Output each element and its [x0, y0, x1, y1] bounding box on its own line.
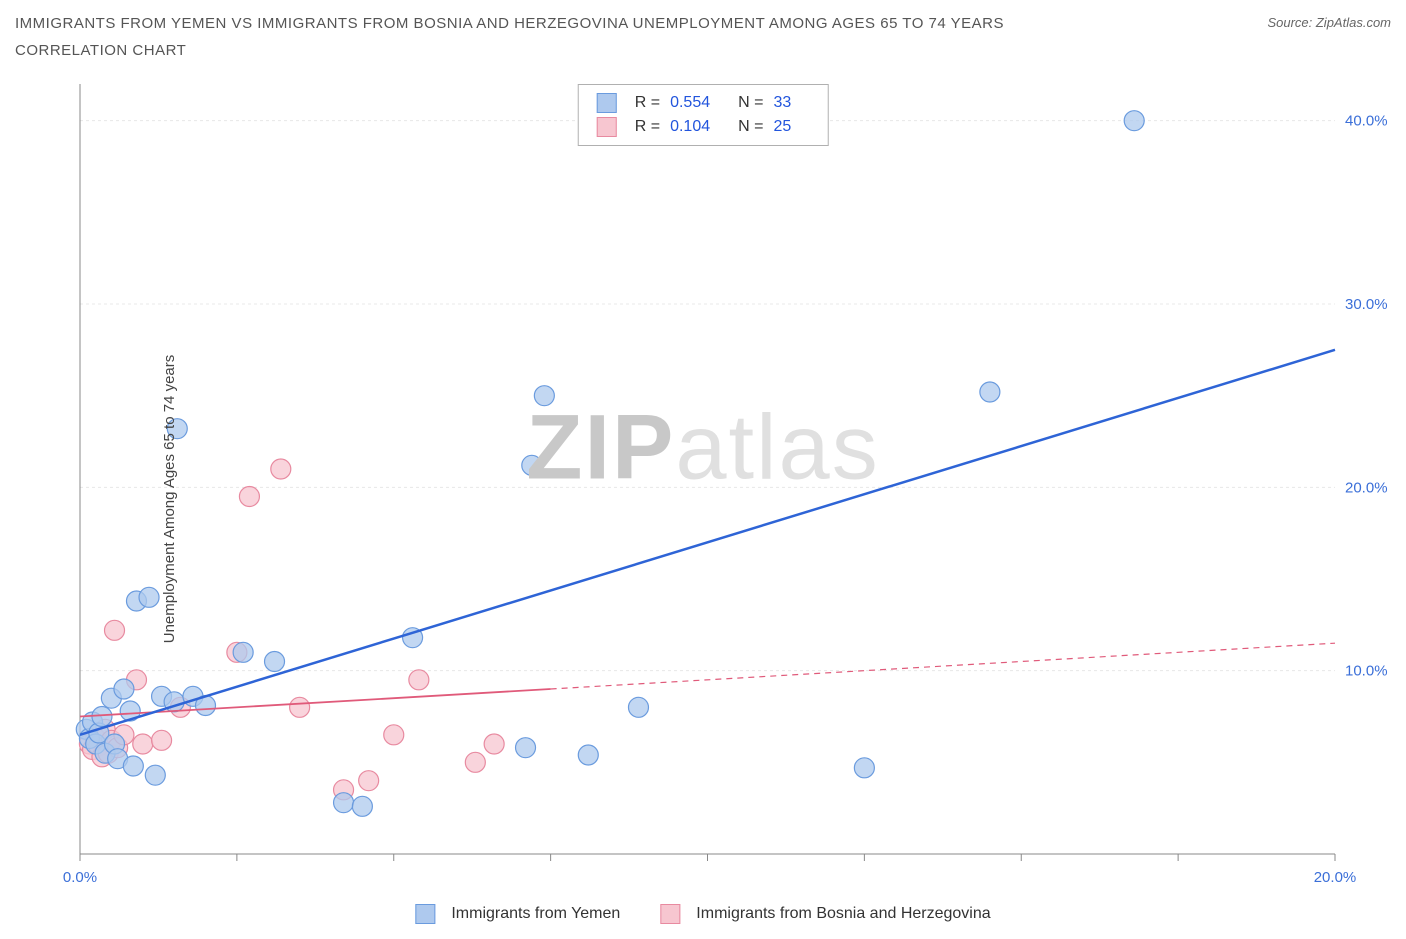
data-point — [334, 793, 354, 813]
data-point — [233, 642, 253, 662]
data-point — [409, 670, 429, 690]
svg-text:40.0%: 40.0% — [1345, 113, 1388, 130]
trend-line — [80, 350, 1335, 735]
data-point — [133, 734, 153, 754]
data-point — [522, 455, 542, 475]
swatch-yemen-bottom — [415, 904, 435, 924]
data-point — [105, 620, 125, 640]
swatch-bosnia — [597, 117, 617, 137]
data-point — [384, 725, 404, 745]
chart-title-line2: CORRELATION CHART — [15, 42, 1004, 59]
data-point — [265, 652, 285, 672]
legend-label-bosnia: Immigrants from Bosnia and Herzegovina — [696, 905, 990, 923]
svg-text:20.0%: 20.0% — [1314, 869, 1357, 886]
svg-text:30.0%: 30.0% — [1345, 296, 1388, 313]
legend-item-yemen: Immigrants from Yemen — [415, 904, 620, 924]
legend-item-bosnia: Immigrants from Bosnia and Herzegovina — [660, 904, 990, 924]
legend-row-yemen: R = 0.554 N = 33 — [597, 91, 810, 115]
trend-line-extrapolated — [551, 643, 1335, 689]
legend-label-yemen: Immigrants from Yemen — [451, 905, 620, 923]
n-value-yemen: 33 — [773, 94, 791, 112]
swatch-bosnia-bottom — [660, 904, 680, 924]
y-axis-label: Unemployment Among Ages 65 to 74 years — [161, 355, 178, 644]
data-point — [359, 771, 379, 791]
svg-text:10.0%: 10.0% — [1345, 663, 1388, 680]
svg-text:20.0%: 20.0% — [1345, 479, 1388, 496]
chart-header: IMMIGRANTS FROM YEMEN VS IMMIGRANTS FROM… — [15, 15, 1391, 69]
data-point — [114, 679, 134, 699]
r-value-yemen: 0.554 — [670, 94, 710, 112]
data-point — [152, 730, 172, 750]
scatter-plot: 10.0% 20.0% 30.0% 40.0% 0.0% 20.0% — [15, 74, 1391, 894]
chart-title-line1: IMMIGRANTS FROM YEMEN VS IMMIGRANTS FROM… — [15, 15, 1004, 32]
data-point — [578, 745, 598, 765]
data-point — [1124, 111, 1144, 131]
data-point — [271, 459, 291, 479]
data-point — [239, 487, 259, 507]
n-value-bosnia: 25 — [773, 118, 791, 136]
data-point — [854, 758, 874, 778]
data-point — [352, 796, 372, 816]
legend-row-bosnia: R = 0.104 N = 25 — [597, 115, 810, 139]
data-point — [139, 587, 159, 607]
swatch-yemen — [597, 93, 617, 113]
correlation-legend: R = 0.554 N = 33 R = 0.104 N = 25 — [578, 84, 829, 146]
n-label: N = — [738, 118, 763, 136]
chart-container: Unemployment Among Ages 65 to 74 years R… — [15, 74, 1391, 924]
data-point — [484, 734, 504, 754]
data-point — [980, 382, 1000, 402]
source-attribution: Source: ZipAtlas.com — [1267, 15, 1391, 30]
data-point — [516, 738, 536, 758]
data-point — [465, 752, 485, 772]
data-point — [628, 697, 648, 717]
r-label: R = — [635, 118, 660, 136]
r-label: R = — [635, 94, 660, 112]
series-legend: Immigrants from Yemen Immigrants from Bo… — [415, 904, 990, 924]
svg-text:0.0%: 0.0% — [63, 869, 97, 886]
data-point — [123, 756, 143, 776]
r-value-bosnia: 0.104 — [670, 118, 710, 136]
data-point — [534, 386, 554, 406]
n-label: N = — [738, 94, 763, 112]
data-point — [145, 765, 165, 785]
data-point — [290, 697, 310, 717]
